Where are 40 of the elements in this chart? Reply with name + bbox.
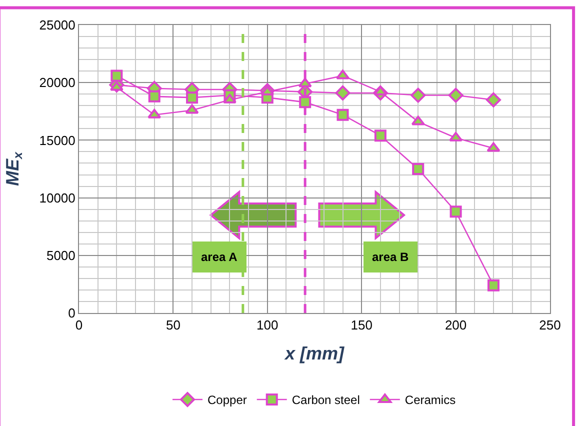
point (449, 132, 463, 142)
point (411, 116, 425, 126)
point (486, 142, 500, 152)
point (487, 279, 500, 292)
point (110, 70, 123, 82)
y-tick-label: 20000 (39, 75, 76, 90)
point (260, 86, 274, 96)
point (299, 96, 312, 108)
y-tick-label: 10000 (39, 190, 76, 206)
point (298, 78, 312, 88)
y-tick-label: 5000 (46, 248, 76, 263)
point (486, 92, 501, 108)
legend-label: Carbon steel (292, 393, 360, 408)
point (110, 81, 124, 91)
point (335, 85, 350, 100)
point (148, 108, 162, 118)
point (222, 94, 236, 104)
point (450, 206, 462, 218)
point (185, 104, 199, 114)
point (186, 92, 198, 104)
point (336, 108, 349, 121)
annotation: area A (201, 250, 238, 264)
y-tick-label: 0 (68, 306, 76, 321)
point (410, 88, 426, 103)
legend-label: Copper (208, 393, 247, 408)
point (148, 90, 160, 102)
x-tick-label: 50 (166, 318, 180, 333)
y-tick-label: 15000 (39, 132, 76, 148)
x-tick-label: 200 (444, 318, 467, 333)
x-tick-label: 250 (539, 318, 561, 333)
y-tick-label: 25000 (39, 18, 76, 33)
point (412, 163, 424, 175)
point (374, 130, 386, 142)
x-axis-title: x [mm] (284, 344, 346, 364)
point (374, 86, 388, 96)
legend-label: Ceramics (404, 393, 456, 408)
x-tick-label: 150 (350, 318, 372, 333)
annotation: area B (372, 250, 410, 264)
point (448, 88, 464, 103)
x-tick-label: 100 (256, 318, 278, 333)
